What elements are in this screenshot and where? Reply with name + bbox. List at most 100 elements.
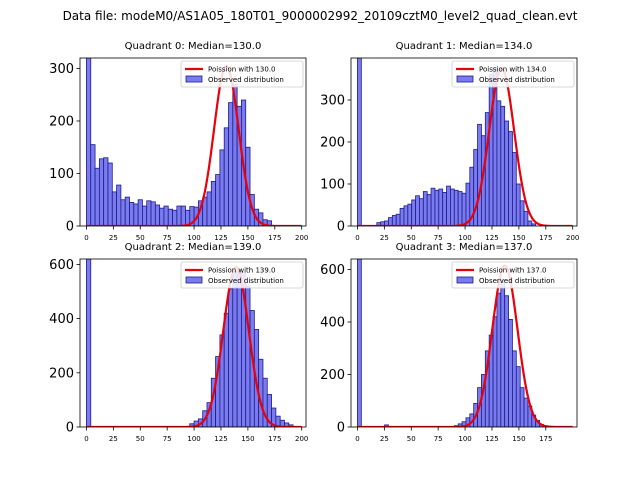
histogram-bar — [357, 259, 362, 427]
y-tick-label: 0 — [66, 421, 74, 436]
legend-bar-swatch — [185, 276, 203, 284]
y-tick-label: 400 — [320, 316, 345, 331]
histogram-bar — [504, 295, 509, 427]
histogram-bar — [94, 167, 100, 226]
legend-box — [451, 261, 575, 289]
histogram-bar — [461, 192, 467, 226]
x-tick-label: 0 — [84, 435, 88, 443]
histogram-bar — [430, 187, 436, 226]
x-tick-label: 150 — [512, 234, 525, 242]
histogram-bar — [154, 204, 161, 226]
x-tick-label: 0 — [355, 234, 359, 242]
histogram-bar — [219, 149, 225, 226]
histogram-bar — [496, 292, 502, 427]
axes-frame — [350, 258, 578, 428]
legend-box — [451, 60, 575, 88]
histogram-bar — [167, 208, 173, 226]
histogram-bar — [453, 189, 459, 226]
y-tick-label: 200 — [49, 115, 74, 130]
axes-frame — [79, 57, 307, 227]
histogram-bar — [180, 205, 186, 226]
panel-quadrant-2: Quadrant 2: Median=139.0 0 25 50 75 100 125 150… — [49, 242, 308, 443]
histogram-bar — [86, 259, 92, 427]
histogram-bar — [496, 100, 502, 226]
histogram-bar — [512, 152, 517, 226]
legend: Poission with 137.0 Observed distribution — [451, 261, 575, 289]
x-tick-label: 175 — [268, 234, 281, 242]
histogram-bar — [508, 131, 513, 226]
y-tick-label: 200 — [49, 366, 74, 381]
histogram-bar — [133, 203, 139, 226]
y-tick-label: 100 — [320, 178, 345, 193]
histogram-bar — [223, 127, 229, 226]
legend-bar-swatch — [185, 75, 203, 83]
histogram-bar — [411, 199, 416, 226]
x-tick-label: 100 — [458, 234, 471, 242]
histogram-bar — [512, 350, 517, 427]
poisson-fit-line — [86, 64, 302, 226]
legend-label-observed: Observed distribution — [479, 277, 555, 285]
histogram-bar — [446, 185, 451, 226]
figure-title: Data file: modeM0/AS1A05_180T01_90000029… — [62, 9, 578, 23]
histogram-bar — [399, 207, 405, 226]
histogram-bar — [215, 174, 221, 226]
histogram-bar — [508, 318, 513, 427]
y-tick-label: 0 — [337, 220, 345, 235]
histogram-bar — [159, 207, 165, 226]
histogram-bar — [415, 195, 420, 226]
histogram-bar — [457, 191, 463, 226]
legend-label-observed: Observed distribution — [479, 76, 555, 84]
panel-quadrant-1: Quadrant 1: Median=134.0 0 25 50 75 100 125 150… — [320, 41, 579, 242]
histogram-bar — [515, 366, 521, 427]
x-tick-label: 125 — [485, 435, 498, 443]
x-tick-label: 75 — [434, 435, 443, 443]
histogram-bar — [407, 203, 413, 226]
histogram-bar — [426, 194, 432, 226]
x-tick-label: 50 — [407, 234, 416, 242]
x-tick-label: 75 — [434, 234, 443, 242]
histogram-bar — [504, 120, 509, 226]
histogram-bar — [107, 162, 113, 226]
y-tick-label: 200 — [320, 368, 345, 383]
histogram-bar — [111, 191, 117, 226]
histogram-bar — [422, 191, 428, 226]
histogram-bar — [523, 210, 529, 226]
legend-box — [180, 60, 304, 88]
histogram-bar — [391, 215, 397, 226]
histogram-bar — [519, 387, 525, 427]
panel-quadrant-3: Quadrant 3: Median=137.0 0 25 50 75 100 125 150… — [320, 242, 578, 443]
histogram-bar — [419, 198, 424, 226]
x-tick-label: 125 — [214, 435, 227, 443]
histogram-bar — [500, 279, 506, 427]
x-tick-label: 75 — [163, 234, 172, 242]
x-tick-label: 0 — [355, 435, 359, 443]
x-tick-label: 200 — [295, 435, 308, 443]
histogram-bar — [236, 269, 242, 427]
x-tick-label: 100 — [187, 234, 200, 242]
panel-title: Quadrant 3: Median=137.0 — [396, 242, 533, 253]
histogram-bar — [176, 205, 182, 226]
x-tick-label: 100 — [187, 435, 200, 443]
histogram-bar — [137, 199, 143, 226]
histogram-bar — [98, 158, 105, 226]
histogram-bar — [150, 201, 156, 226]
panel-title: Quadrant 2: Median=139.0 — [125, 242, 262, 253]
y-tick-label: 300 — [49, 62, 74, 77]
legend: Poission with 139.0 Observed distribution — [180, 261, 304, 289]
histogram-bar — [357, 58, 362, 226]
legend-label-observed: Observed distribution — [208, 277, 284, 285]
histogram-bar — [103, 157, 109, 226]
histogram-bar — [519, 200, 525, 226]
histogram-bar — [146, 200, 152, 226]
bar-group — [86, 259, 294, 427]
histogram-bar — [395, 213, 401, 226]
panel-quadrant-0: Quadrant 0: Median=130.0 0 25 50 75 100 125 150… — [49, 41, 308, 242]
histogram-bar — [142, 205, 148, 226]
histogram-bar — [120, 199, 126, 226]
histogram-bar — [223, 312, 229, 427]
histogram-bar — [206, 191, 212, 226]
legend-bar-swatch — [456, 75, 474, 83]
histogram-bar — [86, 58, 92, 226]
legend-box — [180, 261, 304, 289]
